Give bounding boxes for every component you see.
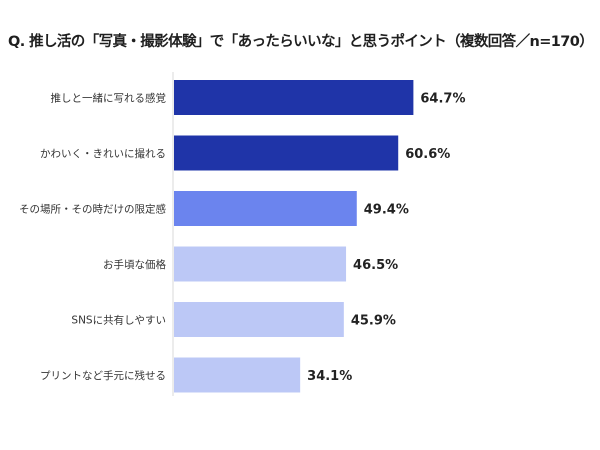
- value-label: 46.5%: [353, 258, 398, 273]
- category-label: SNSに共有しやすい: [71, 314, 166, 327]
- bar: [174, 191, 357, 226]
- value-label: 45.9%: [351, 314, 396, 329]
- bar: [174, 357, 301, 393]
- bar: [174, 135, 399, 171]
- category-label: その場所・その時だけの限定感: [19, 203, 166, 216]
- category-label: お手頃な価格: [103, 258, 166, 271]
- category-label: 推しと一緒に写れる感覚: [51, 92, 167, 105]
- category-label: かわいく・きれいに撮れる: [40, 147, 166, 160]
- value-label: 64.7%: [420, 92, 465, 107]
- bar: [174, 80, 414, 115]
- chart-title: Q. 推し活の「写真・撮影体験」で「あったらいいな」と思うポイント（複数回答／n…: [8, 34, 594, 50]
- value-label: 34.1%: [307, 369, 352, 384]
- value-label: 60.6%: [405, 147, 450, 162]
- bar: [174, 246, 347, 282]
- bar: [174, 302, 344, 337]
- value-label: 49.4%: [364, 203, 409, 218]
- category-label: プリントなど手元に残せる: [40, 369, 166, 382]
